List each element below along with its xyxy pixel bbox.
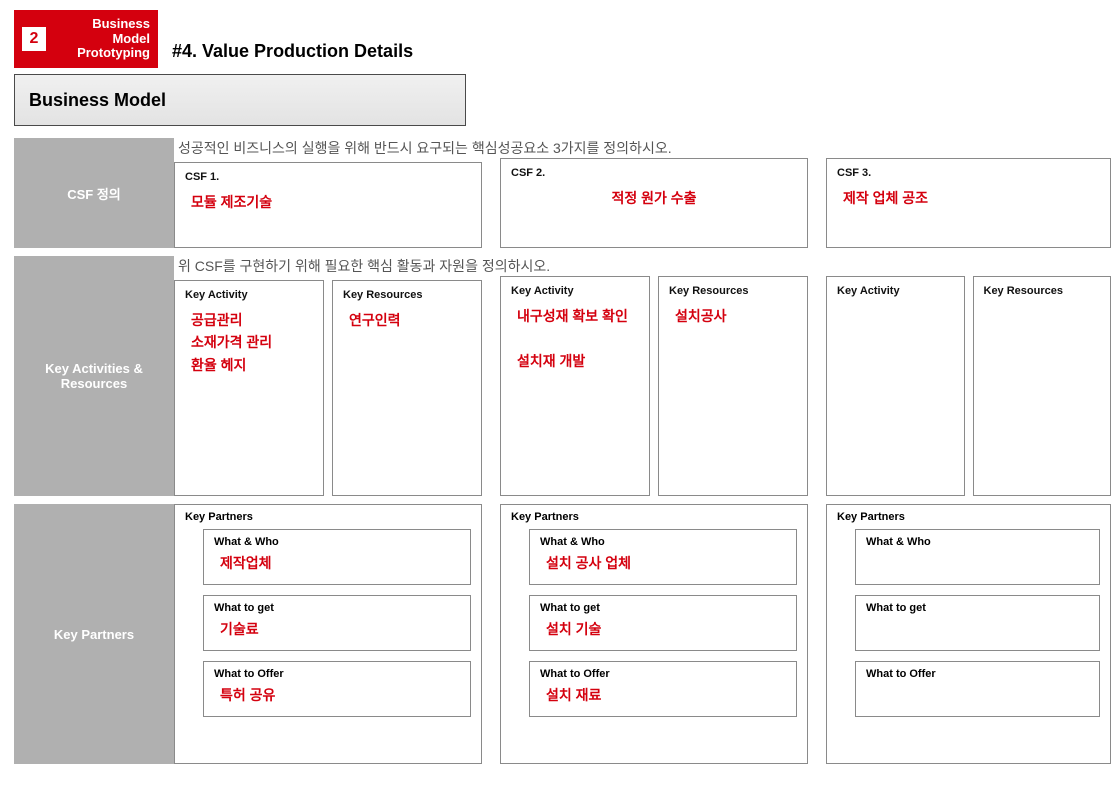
csf-card-3: CSF 3. 제작 업체 공조	[826, 158, 1111, 248]
side-label-kar: Key Activities & Resources	[14, 256, 174, 496]
csf-value: 적정 원가 수출	[511, 187, 797, 209]
kp-who: What & Who 제작업체	[203, 529, 471, 585]
kp-value: 특허 공유	[214, 684, 460, 706]
kp-value: 설치 기술	[540, 618, 786, 640]
card-title: Key Activity	[837, 285, 954, 297]
kp-offer: What to Offer	[855, 661, 1100, 717]
kp-label: What to get	[214, 602, 460, 614]
kp-label: What & Who	[866, 536, 1089, 548]
kp-get: What to get 기술료	[203, 595, 471, 651]
kp-offer: What to Offer 특허 공유	[203, 661, 471, 717]
activity-value: 공급관리 소재가격 관리 환율 헤지	[185, 309, 313, 376]
kp-outer-title: Key Partners	[185, 511, 471, 523]
chapter-badge: 2 Business Model Prototyping	[14, 10, 158, 68]
csf-instruction: 성공적인 비즈니스의 실행을 위해 반드시 요구되는 핵심성공요소 3가지를 정…	[174, 138, 482, 162]
activity-value: 내구성재 확보 확인 설치재 개발	[511, 305, 639, 372]
kp-outer-title: Key Partners	[837, 511, 1100, 523]
card-title: Key Resources	[984, 285, 1101, 297]
csf-card-1: CSF 1. 모듈 제조기술	[174, 162, 482, 248]
business-model-title: Business Model	[14, 74, 466, 126]
kp-label: What & Who	[540, 536, 786, 548]
kp-label: What to Offer	[214, 668, 460, 680]
badge-line: Prototyping	[77, 45, 150, 60]
kp-get: What to get 설치 기술	[529, 595, 797, 651]
side-label-kp: Key Partners	[14, 504, 174, 764]
resource-value: 설치공사	[669, 305, 797, 327]
resource-value: 연구인력	[343, 309, 471, 331]
card-title: Key Activity	[185, 289, 313, 301]
kp-who: What & Who 설치 공사 업체	[529, 529, 797, 585]
kp-value: 설치 공사 업체	[540, 552, 786, 574]
worksheet-grid: CSF 정의 성공적인 비즈니스의 실행을 위해 반드시 요구되는 핵심성공요소…	[14, 138, 1097, 764]
csf-card-2: CSF 2. 적정 원가 수출	[500, 158, 808, 248]
csf-title: CSF 1.	[185, 171, 471, 183]
card-title: Key Activity	[511, 285, 639, 297]
key-resources-3: Key Resources	[973, 276, 1111, 496]
kp-label: What to get	[866, 602, 1089, 614]
chapter-title: Business Model Prototyping	[54, 17, 150, 62]
kp-who: What & Who	[855, 529, 1100, 585]
csf-value: 모듈 제조기술	[185, 191, 471, 213]
kp-label: What to get	[540, 602, 786, 614]
chapter-number: 2	[22, 27, 46, 51]
key-activity-3: Key Activity	[826, 276, 965, 496]
kp-value: 제작업체	[214, 552, 460, 574]
badge-line: Business	[92, 16, 150, 31]
key-partners-2: Key Partners What & Who 설치 공사 업체 What to…	[500, 504, 808, 764]
key-activity-1: Key Activity 공급관리 소재가격 관리 환율 헤지	[174, 280, 324, 496]
csf-title: CSF 3.	[837, 167, 1100, 179]
key-resources-2: Key Resources 설치공사	[658, 276, 808, 496]
key-partners-1: Key Partners What & Who 제작업체 What to get…	[174, 504, 482, 764]
card-title: Key Resources	[343, 289, 471, 301]
kp-offer: What to Offer 설치 재료	[529, 661, 797, 717]
kp-outer-title: Key Partners	[511, 511, 797, 523]
csf-title: CSF 2.	[511, 167, 797, 179]
kp-label: What & Who	[214, 536, 460, 548]
kp-label: What to Offer	[866, 668, 1089, 680]
badge-line: Model	[112, 31, 150, 46]
header: 2 Business Model Prototyping #4. Value P…	[14, 10, 1097, 68]
key-resources-1: Key Resources 연구인력	[332, 280, 482, 496]
side-label-csf: CSF 정의	[14, 138, 174, 248]
kp-value: 설치 재료	[540, 684, 786, 706]
page-title: #4. Value Production Details	[172, 41, 413, 68]
key-activity-2: Key Activity 내구성재 확보 확인 설치재 개발	[500, 276, 650, 496]
kp-get: What to get	[855, 595, 1100, 651]
key-partners-3: Key Partners What & Who What to get What…	[826, 504, 1111, 764]
kar-instruction: 위 CSF를 구현하기 위해 필요한 핵심 활동과 자원을 정의하시오.	[174, 256, 482, 280]
card-title: Key Resources	[669, 285, 797, 297]
kp-label: What to Offer	[540, 668, 786, 680]
csf-value: 제작 업체 공조	[837, 187, 1100, 209]
kp-value: 기술료	[214, 618, 460, 640]
